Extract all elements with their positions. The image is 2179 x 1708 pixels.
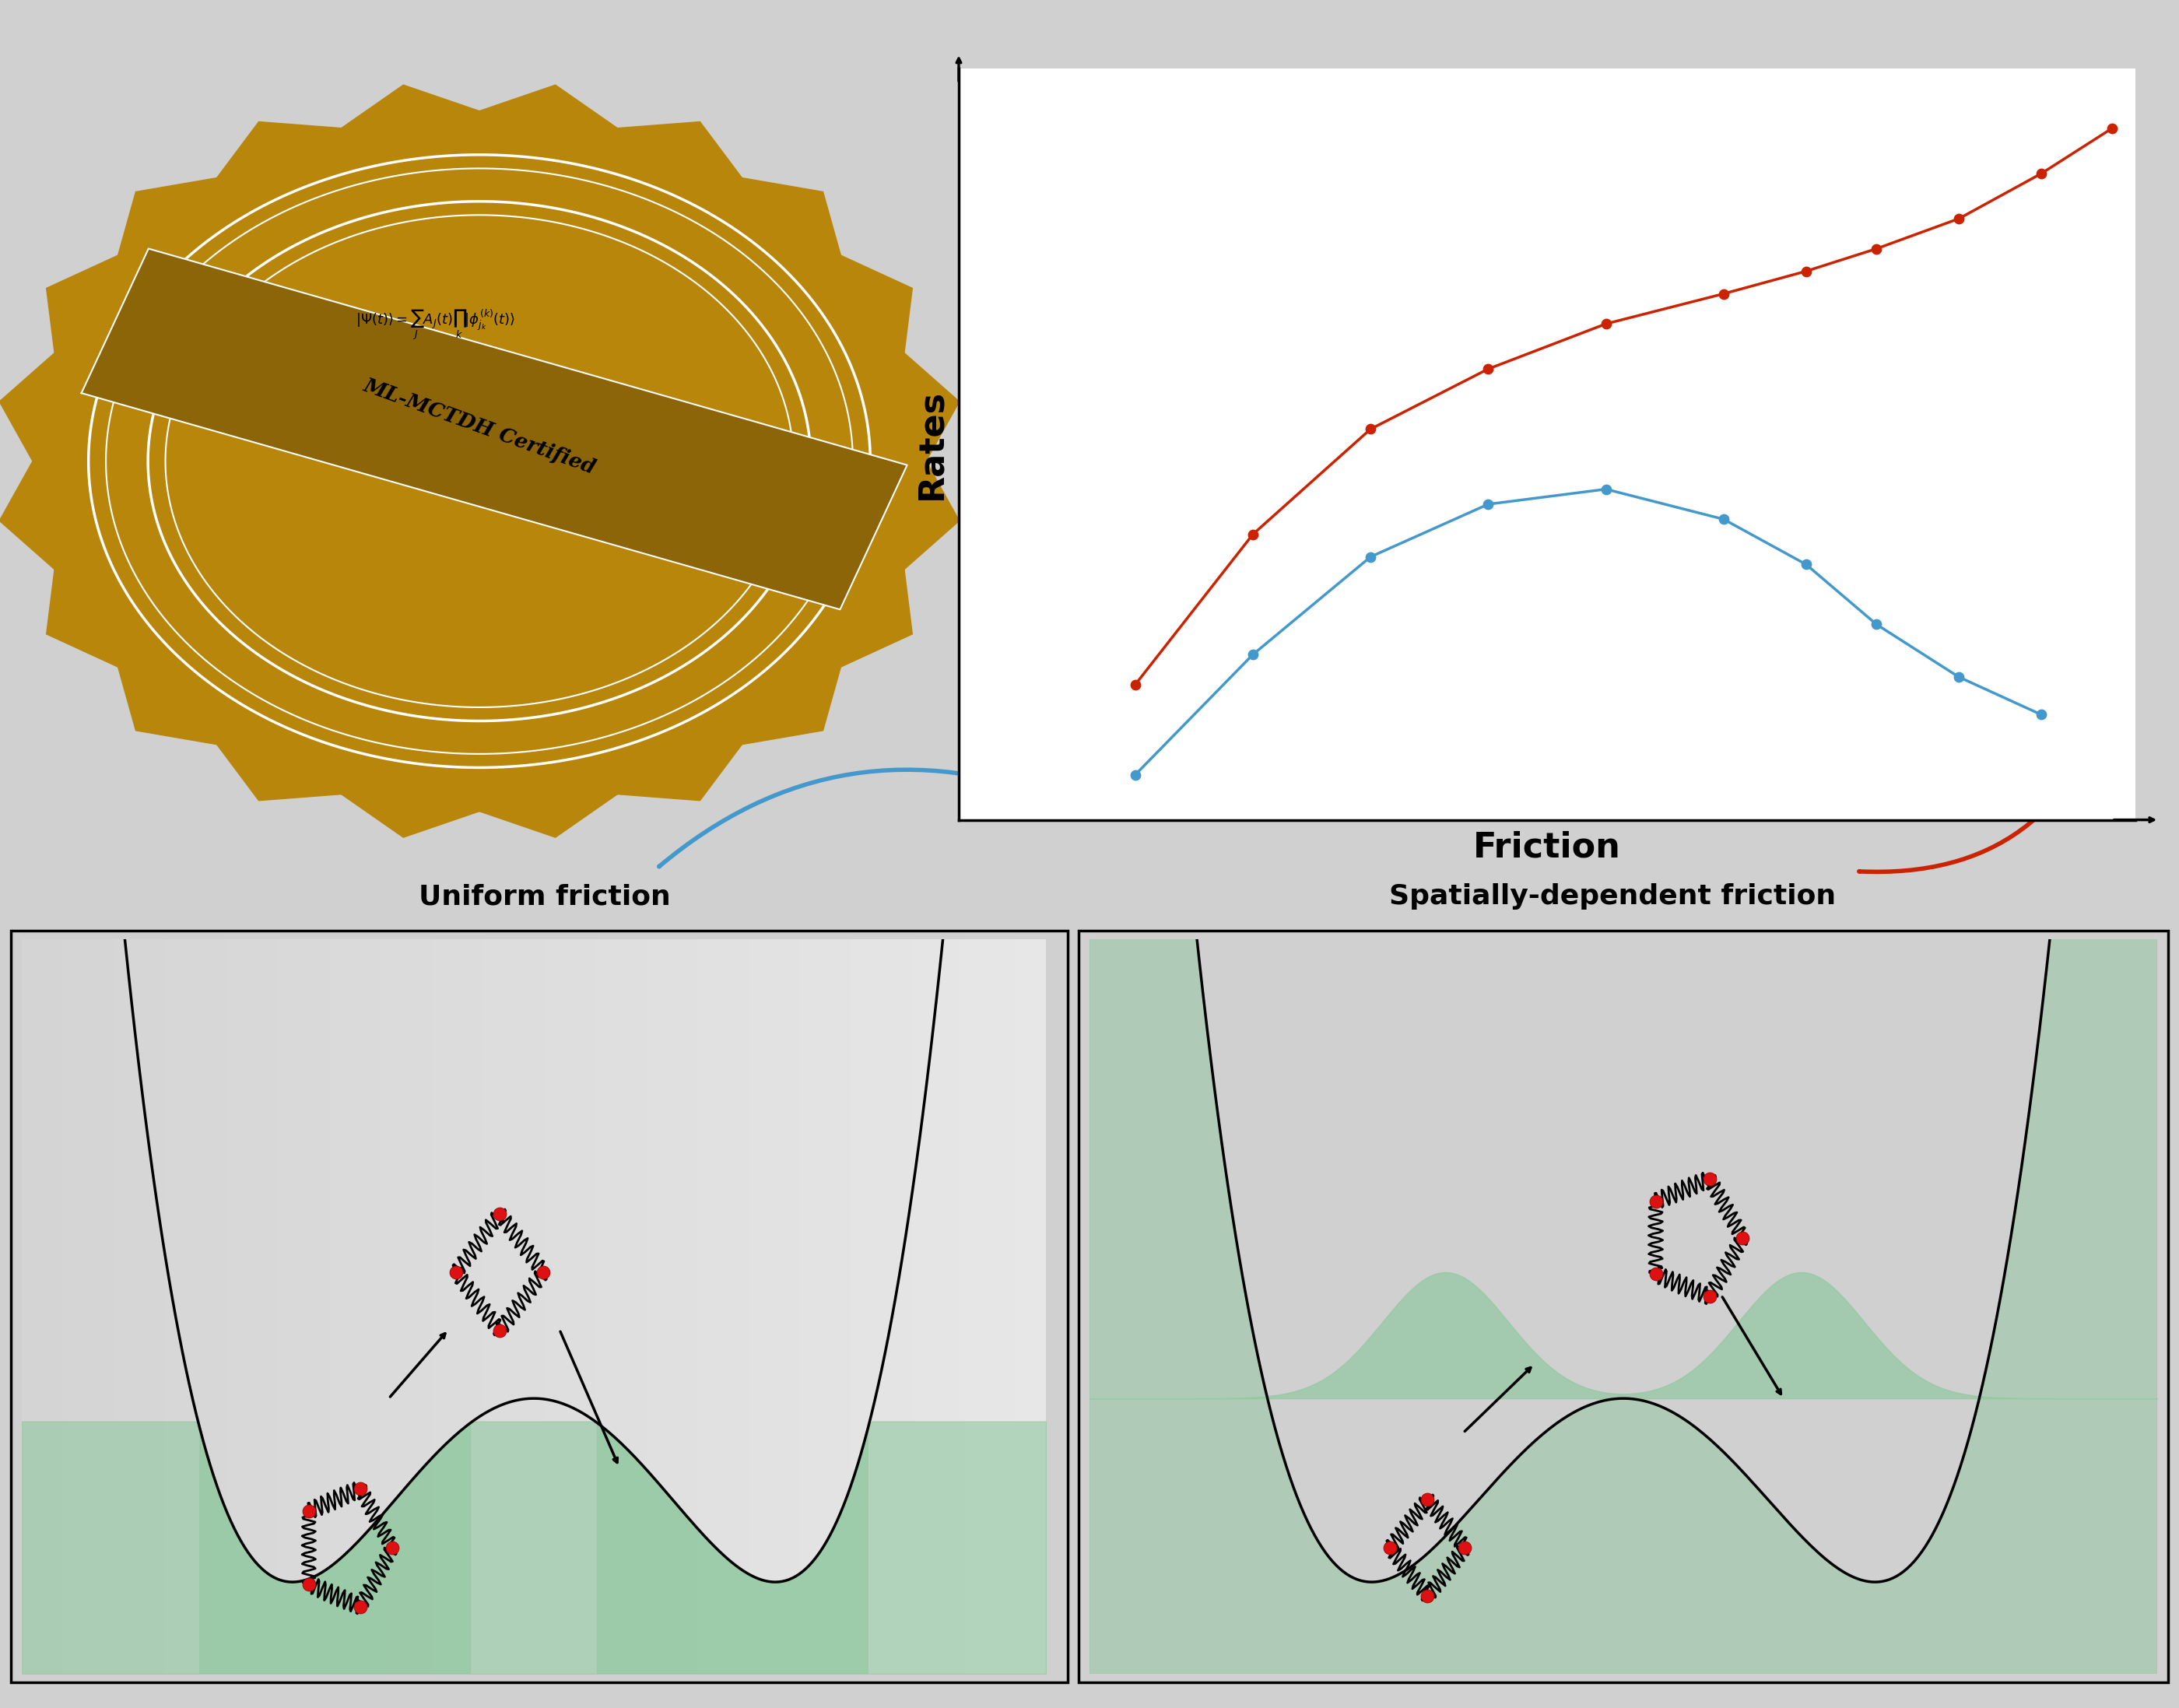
Point [1353, 415, 1388, 442]
FancyArrowPatch shape [658, 770, 1066, 866]
Point [1859, 236, 1894, 263]
Point [292, 1498, 327, 1525]
Text: ML-MCTDH Certified: ML-MCTDH Certified [360, 376, 599, 478]
Polygon shape [342, 85, 479, 128]
Point [1118, 762, 1153, 789]
Polygon shape [904, 461, 959, 569]
Point [1353, 543, 1388, 570]
Point [438, 1259, 473, 1286]
Polygon shape [46, 569, 118, 666]
Text: Uniform friction: Uniform friction [418, 883, 671, 910]
Point [1706, 280, 1741, 307]
Point [1588, 311, 1623, 338]
Polygon shape [904, 354, 959, 461]
Polygon shape [479, 85, 617, 128]
Y-axis label: Rates: Rates [915, 389, 948, 499]
Point [1447, 1534, 1482, 1561]
Point [1373, 1534, 1408, 1561]
Point [1691, 1283, 1726, 1310]
Point [1706, 506, 1741, 533]
Polygon shape [46, 256, 118, 354]
Polygon shape [342, 794, 479, 837]
Point [1726, 1225, 1761, 1252]
Polygon shape [617, 121, 741, 178]
Point [342, 1594, 377, 1621]
Point [342, 1476, 377, 1503]
Point [1410, 1582, 1445, 1609]
FancyArrowPatch shape [1859, 685, 2114, 871]
Polygon shape [218, 745, 342, 801]
Point [525, 1259, 560, 1286]
Point [482, 1201, 516, 1228]
Point [1691, 1165, 1726, 1192]
Point [1639, 1187, 1673, 1214]
Polygon shape [741, 178, 841, 256]
Point [1789, 258, 1824, 285]
Point [1235, 521, 1270, 548]
X-axis label: Friction: Friction [1473, 830, 1621, 864]
Polygon shape [81, 249, 906, 610]
Point [1588, 475, 1623, 502]
Polygon shape [0, 354, 54, 461]
Point [482, 1317, 516, 1344]
Point [1941, 205, 1976, 232]
Point [1471, 490, 1506, 518]
Point [375, 1534, 410, 1561]
Point [1471, 355, 1506, 383]
Text: Spatially-dependent friction: Spatially-dependent friction [1388, 883, 1837, 910]
Point [2024, 700, 2059, 728]
Point [2094, 114, 2129, 142]
Point [1941, 663, 1976, 690]
Point [1235, 640, 1270, 668]
Polygon shape [841, 569, 913, 666]
Polygon shape [617, 745, 741, 801]
Polygon shape [118, 178, 218, 256]
Point [1639, 1261, 1673, 1288]
Point [2024, 161, 2059, 188]
Polygon shape [741, 666, 841, 745]
Point [1859, 611, 1894, 639]
Text: $|\Psi(t)\rangle = \sum_J A_J(t) \prod_k |\phi^{(k)}_{j_k}(t)\rangle$: $|\Psi(t)\rangle = \sum_J A_J(t) \prod_k… [355, 307, 516, 342]
Point [1118, 671, 1153, 699]
Point [1410, 1486, 1445, 1513]
Polygon shape [65, 137, 893, 786]
Point [1789, 550, 1824, 577]
Point [292, 1570, 327, 1597]
Polygon shape [841, 256, 913, 354]
Polygon shape [479, 794, 617, 837]
Polygon shape [118, 666, 218, 745]
Polygon shape [0, 461, 54, 569]
Polygon shape [218, 121, 342, 178]
Polygon shape [33, 111, 926, 811]
